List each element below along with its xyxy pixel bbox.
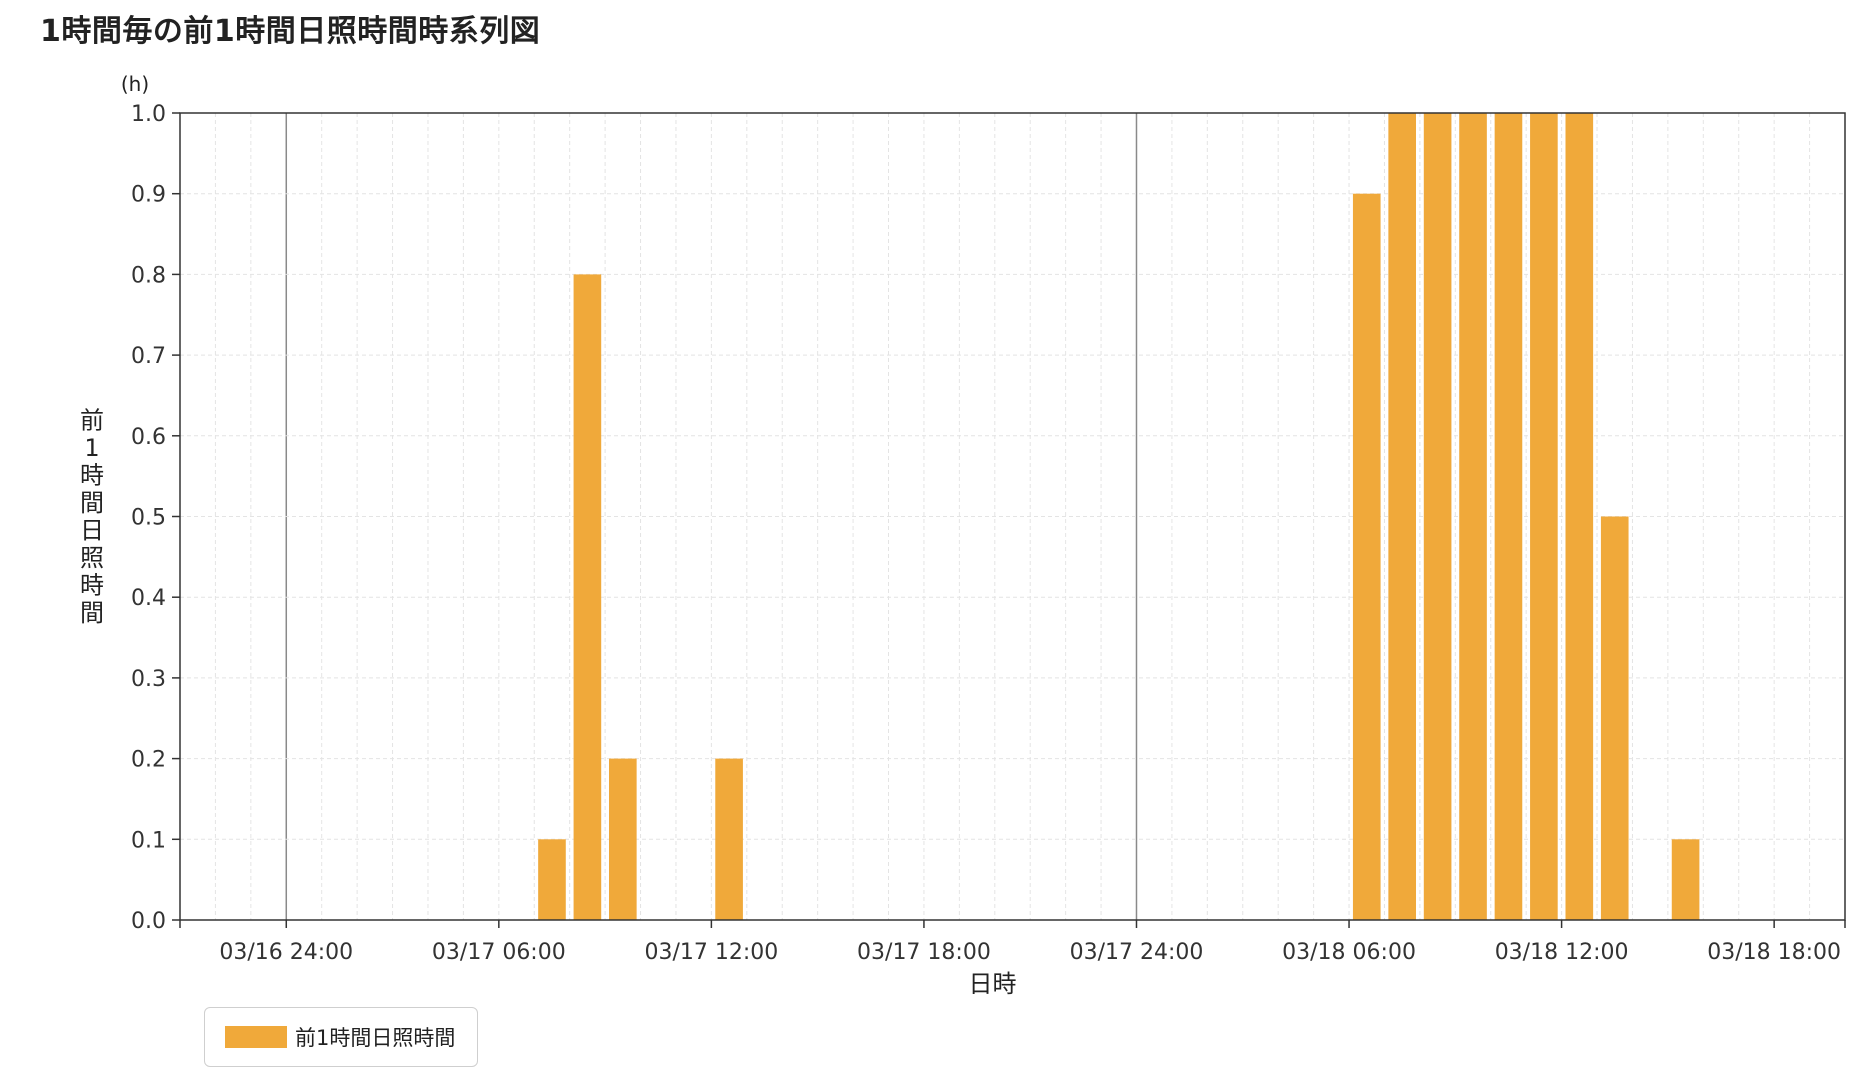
grid-layer [179, 113, 1846, 920]
y-axis-title: 前1時間日照時間 [80, 406, 104, 627]
y-tick-label: 1.0 [131, 102, 166, 127]
y-axis-title-char: 照 [80, 544, 104, 572]
legend-label: 前1時間日照時間 [295, 1026, 456, 1050]
y-tick-label: 0.9 [131, 183, 166, 208]
bar [1530, 113, 1558, 920]
x-tick-label: 03/18 18:00 [1707, 940, 1841, 965]
axes-layer [172, 112, 1846, 928]
x-axis-title: 日時 [969, 970, 1017, 998]
bar [1423, 113, 1452, 920]
y-tick-label: 0.2 [131, 748, 166, 773]
y-axis-title-char: 時 [80, 571, 104, 599]
bar [609, 758, 637, 920]
y-axis-title-char: 日 [80, 516, 104, 544]
y-axis-title-char: 時 [80, 461, 104, 489]
y-tick-label: 0.1 [131, 828, 166, 853]
bars-layer [538, 113, 1700, 920]
x-tick-label: 03/17 24:00 [1070, 940, 1204, 965]
bar [1494, 113, 1523, 920]
y-tick-label: 0.7 [131, 344, 166, 369]
bar [1565, 113, 1594, 920]
y-tick-label: 0.4 [131, 586, 166, 611]
y-tick-label: 0.3 [131, 667, 166, 692]
bar [1459, 113, 1487, 920]
x-tick-label: 03/17 06:00 [432, 940, 566, 965]
x-tick-label: 03/17 12:00 [644, 940, 778, 965]
y-tick-label: 0.5 [131, 506, 166, 531]
y-tick-label: 0.6 [131, 425, 166, 450]
x-tick-label: 03/18 12:00 [1495, 940, 1629, 965]
y-axis-title-char: 1 [84, 434, 99, 462]
y-axis-title-char: 間 [80, 599, 104, 627]
x-tick-label: 03/16 24:00 [219, 940, 353, 965]
y-tick-label: 0.8 [131, 263, 166, 288]
bar [1600, 516, 1629, 920]
legend[interactable]: 前1時間日照時間 [204, 1007, 478, 1067]
labels-layer: 0.0 0.1 0.2 0.3 0.4 0.5 0.6 0.7 0.8 0.9 1.0 03/16 2… [80, 72, 1841, 998]
bar [538, 839, 566, 920]
bar [1671, 839, 1700, 920]
x-tick-label: 03/17 18:00 [857, 940, 991, 965]
chart-title: 1時間毎の前1時間日照時間時系列図 [40, 14, 541, 49]
y-axis-title-char: 前 [80, 406, 104, 434]
x-tick-label: 03/18 06:00 [1282, 940, 1416, 965]
y-tick-label: 0.0 [131, 909, 166, 934]
bar [1388, 113, 1416, 920]
y-axis-title-char: 間 [80, 489, 104, 517]
y-unit-label: (h) [121, 72, 149, 96]
bar [715, 758, 743, 920]
legend-swatch [225, 1026, 287, 1048]
bar [1352, 193, 1381, 920]
bar [573, 274, 602, 920]
